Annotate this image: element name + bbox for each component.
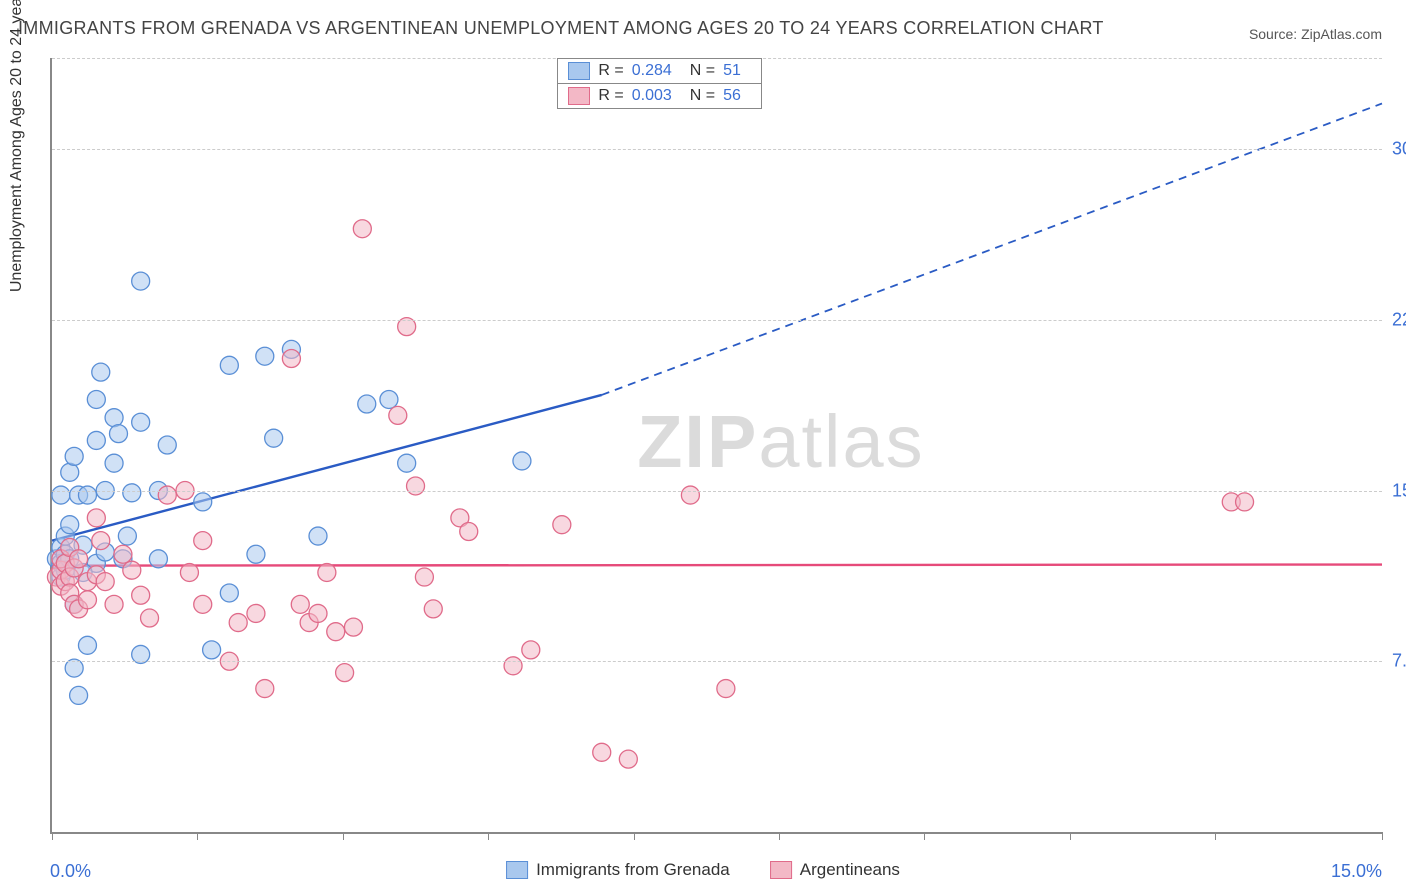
legend-label-1: Immigrants from Grenada xyxy=(536,860,730,880)
x-tick xyxy=(1070,832,1071,840)
plot-area: ZIPatlas R = 0.284 N = 51 R = 0.003 N = … xyxy=(50,58,1382,834)
r-value-2: 0.003 xyxy=(632,87,672,105)
n-value-2: 56 xyxy=(723,87,741,105)
x-tick xyxy=(1215,832,1216,840)
x-tick xyxy=(343,832,344,840)
y-tick-label: 15.0% xyxy=(1384,480,1406,501)
x-tick xyxy=(779,832,780,840)
r-label-1: R = xyxy=(598,62,623,80)
x-tick xyxy=(52,832,53,840)
y-tick-label: 22.5% xyxy=(1384,309,1406,330)
x-tick xyxy=(1382,832,1383,840)
x-tick xyxy=(197,832,198,840)
x-tick xyxy=(634,832,635,840)
bottom-legend: Immigrants from Grenada Argentineans xyxy=(506,860,900,880)
source-attribution: Source: ZipAtlas.com xyxy=(1249,26,1382,42)
legend-item-2: Argentineans xyxy=(770,860,900,880)
source-link[interactable]: ZipAtlas.com xyxy=(1301,26,1382,42)
legend-label-2: Argentineans xyxy=(800,860,900,880)
stats-row-series1: R = 0.284 N = 51 xyxy=(558,59,761,84)
x-axis-max-label: 15.0% xyxy=(1331,861,1382,882)
legend-swatch-1 xyxy=(506,861,528,879)
n-label-1: N = xyxy=(690,62,715,80)
chart-title: IMMIGRANTS FROM GRENADA VS ARGENTINEAN U… xyxy=(18,18,1104,39)
y-tick-label: 7.5% xyxy=(1384,651,1406,672)
y-tick-label: 30.0% xyxy=(1384,139,1406,160)
n-label-2: N = xyxy=(690,87,715,105)
correlation-stats-box: R = 0.284 N = 51 R = 0.003 N = 56 xyxy=(557,58,762,109)
legend-swatch-2 xyxy=(770,861,792,879)
gridline-h xyxy=(52,491,1382,492)
n-value-1: 51 xyxy=(723,62,741,80)
swatch-series2 xyxy=(568,87,590,105)
stats-row-series2: R = 0.003 N = 56 xyxy=(558,84,761,108)
source-label: Source: xyxy=(1249,26,1297,42)
x-tick xyxy=(488,832,489,840)
legend-item-1: Immigrants from Grenada xyxy=(506,860,730,880)
x-tick xyxy=(924,832,925,840)
scatter-svg xyxy=(52,58,1382,832)
swatch-series1 xyxy=(568,62,590,80)
y-axis-label: Unemployment Among Ages 20 to 24 years xyxy=(8,0,26,292)
r-value-1: 0.284 xyxy=(632,62,672,80)
r-label-2: R = xyxy=(598,87,623,105)
gridline-h xyxy=(52,320,1382,321)
gridline-h xyxy=(52,149,1382,150)
chart-container: IMMIGRANTS FROM GRENADA VS ARGENTINEAN U… xyxy=(0,0,1406,892)
gridline-h xyxy=(52,661,1382,662)
x-axis-min-label: 0.0% xyxy=(50,861,91,882)
